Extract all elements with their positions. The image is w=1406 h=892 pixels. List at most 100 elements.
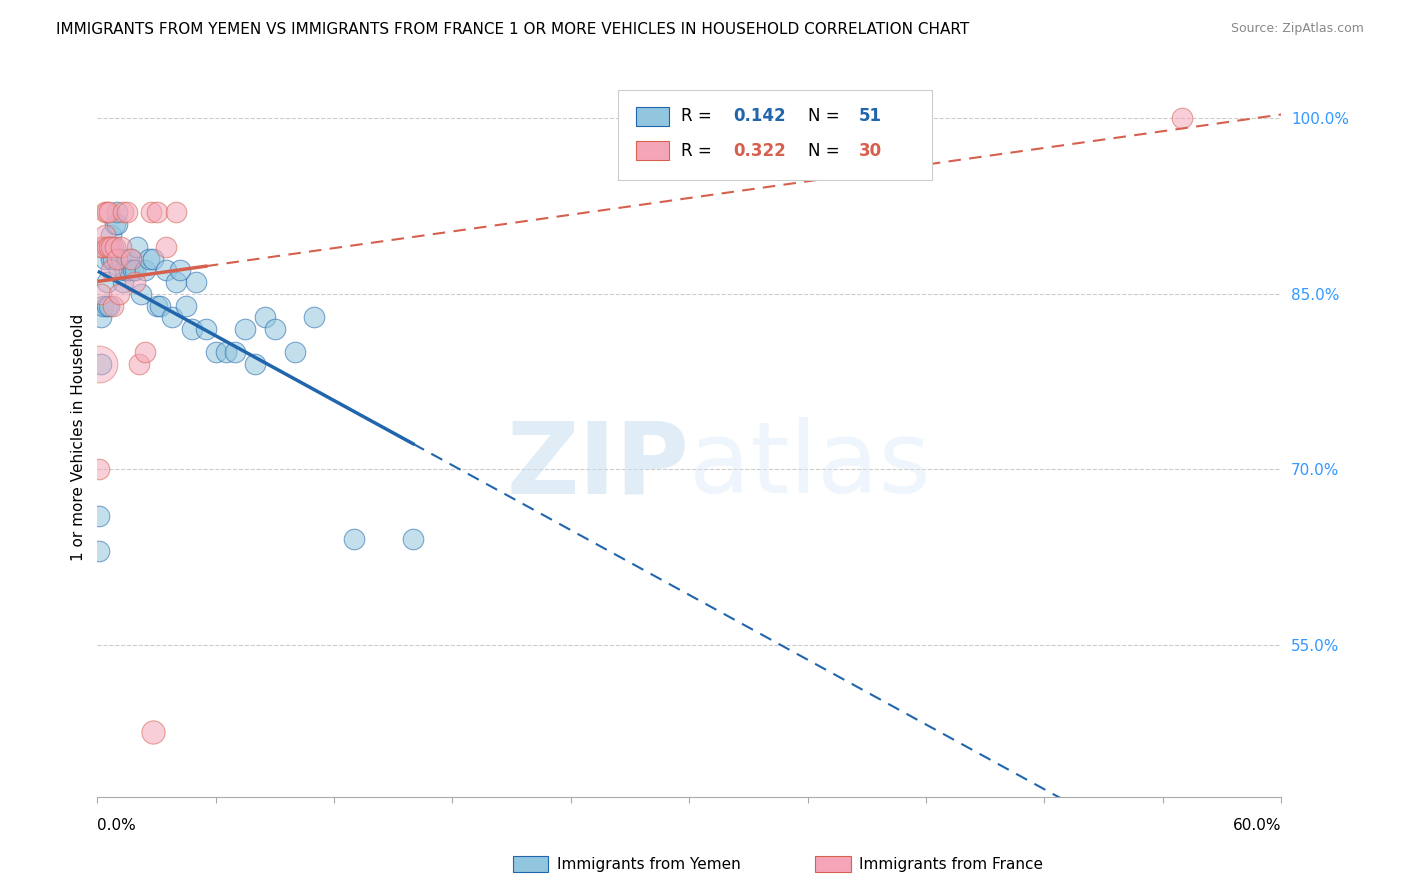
Point xyxy=(89,509,111,524)
Text: R =: R = xyxy=(681,142,717,160)
Point xyxy=(98,299,121,313)
Point xyxy=(165,275,187,289)
Point xyxy=(243,357,266,371)
Point xyxy=(90,286,112,301)
Point xyxy=(402,533,425,547)
Point xyxy=(100,263,122,277)
Point xyxy=(96,205,118,219)
Point xyxy=(108,263,131,277)
Point xyxy=(105,205,128,219)
Point xyxy=(125,240,148,254)
Point xyxy=(89,357,111,371)
Point xyxy=(155,240,177,254)
Point xyxy=(115,205,138,219)
Point xyxy=(89,544,111,558)
Point xyxy=(94,228,117,243)
Point xyxy=(194,322,217,336)
Point xyxy=(155,263,177,277)
Point xyxy=(142,252,165,266)
Point xyxy=(284,345,307,359)
Point xyxy=(108,286,131,301)
Point xyxy=(124,275,146,289)
Text: Immigrants from Yemen: Immigrants from Yemen xyxy=(557,857,741,871)
Text: N =: N = xyxy=(807,107,845,125)
Point xyxy=(162,310,184,325)
Point xyxy=(90,310,112,325)
Point xyxy=(111,205,134,219)
Point xyxy=(129,286,152,301)
Point xyxy=(184,275,207,289)
Point xyxy=(96,240,118,254)
Text: 51: 51 xyxy=(859,107,882,125)
Text: N =: N = xyxy=(807,142,845,160)
Point xyxy=(128,357,150,371)
Point xyxy=(96,299,118,313)
Point xyxy=(90,357,112,371)
Point xyxy=(110,240,132,254)
Point xyxy=(134,345,156,359)
Point xyxy=(138,252,160,266)
Point xyxy=(181,322,204,336)
Point xyxy=(120,252,142,266)
Point xyxy=(134,263,156,277)
Point xyxy=(114,263,136,277)
Point xyxy=(100,228,122,243)
Point xyxy=(149,299,172,313)
Point xyxy=(264,322,287,336)
Point xyxy=(343,533,366,547)
Point xyxy=(104,240,127,254)
Point xyxy=(96,275,118,289)
Point xyxy=(165,205,187,219)
Point xyxy=(224,345,246,359)
Point xyxy=(174,299,197,313)
Point xyxy=(118,263,141,277)
Point xyxy=(98,240,121,254)
Point xyxy=(120,252,142,266)
Bar xyxy=(636,107,669,126)
Point xyxy=(105,217,128,231)
Text: Immigrants from France: Immigrants from France xyxy=(859,857,1043,871)
FancyBboxPatch shape xyxy=(619,90,932,179)
Text: 0.0%: 0.0% xyxy=(97,818,136,833)
Point xyxy=(100,252,122,266)
Point xyxy=(104,217,127,231)
Point xyxy=(115,252,138,266)
Point xyxy=(204,345,226,359)
Point xyxy=(101,299,124,313)
Point xyxy=(214,345,236,359)
Text: 30: 30 xyxy=(859,142,882,160)
Point xyxy=(91,240,114,254)
Point xyxy=(101,240,124,254)
Text: R =: R = xyxy=(681,107,717,125)
Text: 0.142: 0.142 xyxy=(733,107,786,125)
Point xyxy=(94,252,117,266)
Text: ZIP: ZIP xyxy=(506,417,689,515)
Text: Source: ZipAtlas.com: Source: ZipAtlas.com xyxy=(1230,22,1364,36)
Point xyxy=(139,205,162,219)
Point xyxy=(91,299,114,313)
Point xyxy=(304,310,326,325)
Bar xyxy=(636,142,669,161)
Point xyxy=(89,462,111,476)
Point xyxy=(142,725,165,739)
Point xyxy=(90,240,112,254)
Point xyxy=(111,275,134,289)
Point xyxy=(105,252,128,266)
Point xyxy=(233,322,256,336)
Y-axis label: 1 or more Vehicles in Household: 1 or more Vehicles in Household xyxy=(72,313,86,561)
Point xyxy=(145,205,167,219)
Point xyxy=(121,263,143,277)
Point xyxy=(100,240,122,254)
Point xyxy=(110,252,132,266)
Point xyxy=(101,252,124,266)
Text: 60.0%: 60.0% xyxy=(1233,818,1281,833)
Point xyxy=(124,263,146,277)
Text: atlas: atlas xyxy=(689,417,931,515)
Point xyxy=(1171,112,1194,126)
Point xyxy=(98,205,121,219)
Point xyxy=(169,263,191,277)
Point xyxy=(254,310,277,325)
Point xyxy=(145,299,167,313)
Text: 0.322: 0.322 xyxy=(733,142,786,160)
Text: IMMIGRANTS FROM YEMEN VS IMMIGRANTS FROM FRANCE 1 OR MORE VEHICLES IN HOUSEHOLD : IMMIGRANTS FROM YEMEN VS IMMIGRANTS FROM… xyxy=(56,22,970,37)
